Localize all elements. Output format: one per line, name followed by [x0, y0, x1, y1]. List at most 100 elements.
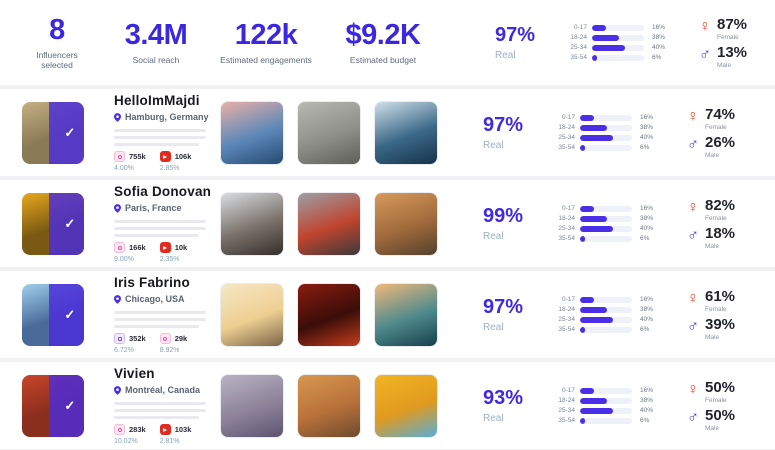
social-account[interactable]: 103k 2.81% — [159, 424, 191, 445]
gender-split: ♀ 74% Female ♂ 26% Male — [687, 103, 775, 163]
age-bar-fill — [580, 387, 594, 394]
age-bar-row: 25-34 40% — [553, 134, 665, 141]
content-photos — [220, 373, 438, 438]
male-label: Male — [717, 61, 732, 69]
age-percent-label: 6% — [652, 54, 662, 61]
social-account[interactable]: 106k 2.85% — [159, 151, 192, 172]
platform-icon — [159, 242, 171, 253]
stat-label: Influencers selected — [36, 49, 78, 70]
summary-header: 8 Influencers selected 3.4M Social reach… — [0, 0, 775, 85]
age-percent-label: 38% — [640, 124, 654, 131]
age-bar-fill — [580, 235, 586, 242]
social-account[interactable]: 10k 2.35% — [159, 242, 187, 263]
influencer-row[interactable]: ✓ Sofia Donovan Paris, France 166k 9.00% — [0, 180, 775, 267]
content-photo — [220, 373, 284, 438]
platform-icon — [159, 151, 171, 162]
engagement-rate: 2.85% — [159, 165, 180, 172]
influencer-info: Vivien Montréal, Canada 283k 10.02% — [114, 366, 220, 445]
content-photo — [220, 191, 284, 256]
age-group-label: 25-34 — [570, 44, 587, 51]
male-icon: ♂ — [687, 226, 699, 244]
age-bar-track — [592, 24, 644, 31]
real-followers-block: 97% Real — [483, 296, 541, 333]
real-percent: 97% — [483, 114, 524, 136]
age-group-label: 0-17 — [561, 114, 575, 121]
influencer-row[interactable]: ✓ Vivien Montréal, Canada 283k 10.02% — [0, 362, 775, 449]
profile-photo: ✓ — [22, 283, 84, 346]
age-percent-label: 40% — [640, 134, 654, 141]
selected-check-icon[interactable]: ✓ — [64, 124, 76, 140]
social-account[interactable]: 166k 9.00% — [114, 242, 146, 263]
age-percent-label: 38% — [640, 397, 654, 404]
followers-count: 29k — [174, 334, 188, 343]
male-percent: 39% — [705, 315, 736, 333]
male-icon: ♂ — [699, 45, 711, 63]
age-group-label: 25-34 — [558, 316, 575, 323]
age-bar-row: 35-54 6% — [553, 417, 665, 424]
female-share: ♀ 50% Female — [687, 380, 775, 404]
followers-count: 106k — [174, 152, 192, 161]
male-percent: 18% — [705, 224, 736, 242]
age-percent-label: 6% — [640, 417, 650, 424]
real-label: Real — [483, 322, 504, 333]
content-photo — [297, 100, 361, 165]
gender-split: ♀ 50% Female ♂ 50% Male — [687, 376, 775, 436]
social-account[interactable]: 283k 10.02% — [114, 424, 146, 445]
female-icon: ♀ — [687, 198, 699, 216]
content-photo — [297, 373, 361, 438]
social-account[interactable]: 352k 6.72% — [114, 333, 146, 354]
age-bar-track — [580, 205, 632, 212]
male-share: ♂ 50% Male — [687, 408, 775, 432]
age-percent-label: 6% — [640, 326, 650, 333]
real-followers-block: 97% Real — [495, 24, 553, 61]
age-bar-row: 25-34 40% — [553, 407, 665, 414]
age-bar-track — [580, 326, 632, 333]
age-percent-label: 40% — [640, 225, 654, 232]
age-group-label: 35-54 — [558, 417, 575, 424]
influencer-list: ✓ HelloImMajdi Hamburg, Germany 755k 4.0… — [0, 89, 775, 449]
age-bar-row: 18-24 38% — [553, 306, 665, 313]
content-photo — [297, 282, 361, 347]
social-accounts: 283k 10.02% 103k 2.81% — [114, 424, 220, 445]
age-bar-fill — [592, 34, 620, 41]
bio-skeleton-lines — [114, 402, 206, 419]
selected-check-icon[interactable]: ✓ — [64, 306, 76, 322]
female-label: Female — [705, 305, 727, 313]
age-bar-row: 35-54 6% — [565, 54, 677, 61]
age-bar-track — [580, 114, 632, 121]
real-percent: 97% — [495, 24, 536, 46]
male-percent: 50% — [705, 406, 736, 424]
social-account[interactable]: 29k 8.92% — [159, 333, 188, 354]
selection-overlay — [49, 192, 84, 255]
age-distribution: 0-17 16% 18-24 38% 25-34 40% 35-54 — [553, 202, 665, 245]
influencer-row[interactable]: ✓ Iris Fabrino Chicago, USA 352k 6.72% — [0, 271, 775, 358]
age-percent-label: 16% — [640, 387, 654, 394]
platform-icon — [114, 333, 125, 344]
social-account[interactable]: 755k 4.00% — [114, 151, 146, 172]
gender-split: ♀ 61% Female ♂ 39% Male — [687, 285, 775, 345]
age-bar-fill — [580, 205, 594, 212]
age-bar-row: 25-34 40% — [553, 316, 665, 323]
stat-value: 8 — [49, 14, 65, 47]
age-group-label: 35-54 — [570, 54, 587, 61]
age-bar-row: 0-17 16% — [553, 296, 665, 303]
age-bar-fill — [580, 124, 608, 131]
real-followers-block: 93% Real — [483, 387, 541, 424]
male-share: ♂ 39% Male — [687, 317, 775, 341]
location-pin-icon — [114, 294, 121, 304]
social-accounts: 755k 4.00% 106k 2.85% — [114, 151, 220, 172]
age-bar-track — [592, 44, 644, 51]
age-bar-fill — [580, 296, 594, 303]
male-share: ♂ 18% Male — [687, 226, 775, 250]
age-bar-track — [592, 34, 644, 41]
age-bar-track — [580, 144, 632, 151]
age-percent-label: 40% — [640, 407, 654, 414]
selected-check-icon[interactable]: ✓ — [64, 215, 76, 231]
stat-label: Social reach — [132, 54, 180, 65]
influencer-info: Iris Fabrino Chicago, USA 352k 6.72% — [114, 275, 220, 354]
male-share: ♂ 13% Male — [699, 45, 775, 69]
influencer-row[interactable]: ✓ HelloImMajdi Hamburg, Germany 755k 4.0… — [0, 89, 775, 176]
stat-label: Estimated engagements — [220, 54, 312, 65]
summary-analytics: 97% Real 0-17 16% 18-24 38% 25-34 40% 35… — [454, 13, 775, 73]
selected-check-icon[interactable]: ✓ — [64, 397, 76, 413]
